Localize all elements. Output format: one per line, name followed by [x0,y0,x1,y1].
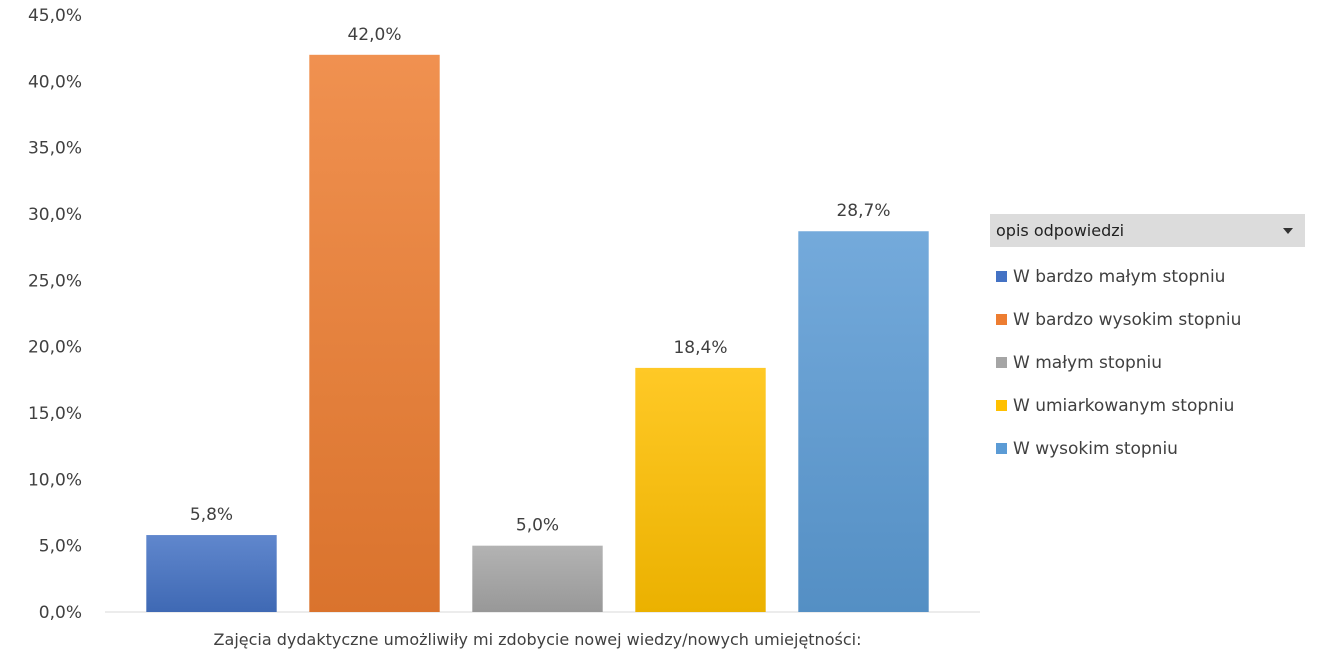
legend-item: W bardzo małym stopniu [990,255,1305,298]
legend-label: W bardzo małym stopniu [1013,266,1226,287]
y-tick-label: 20,0% [28,338,82,358]
legend-filter-button[interactable]: opis odpowiedzi [990,214,1305,247]
legend-swatch [996,271,1007,282]
y-tick-label: 5,0% [39,537,82,557]
legend-label: W małym stopniu [1013,352,1163,373]
y-tick-label: 25,0% [28,271,82,291]
legend-item: W bardzo wysokim stopniu [990,298,1305,341]
legend-swatch [996,314,1007,325]
bar[interactable] [309,54,440,613]
y-tick-label: 30,0% [28,205,82,225]
data-label: 42,0% [347,25,401,45]
legend-item: W małym stopniu [990,341,1305,384]
legend-label: W wysokim stopniu [1013,438,1178,459]
bar[interactable] [798,231,929,612]
legend-swatch [996,357,1007,368]
y-tick-label: 40,0% [28,72,82,92]
y-tick-label: 45,0% [28,6,82,26]
bar[interactable] [472,545,603,612]
x-axis-label: Zajęcia dydaktyczne umożliwiły mi zdobyc… [214,630,862,649]
legend-label: W bardzo wysokim stopniu [1013,309,1242,330]
legend: opis odpowiedzi W bardzo małym stopniu W… [990,214,1305,470]
y-tick-label: 15,0% [28,404,82,424]
legend-title: opis odpowiedzi [996,221,1125,240]
legend-items: W bardzo małym stopniu W bardzo wysokim … [990,255,1305,470]
legend-item: W wysokim stopniu [990,427,1305,470]
data-label: 5,0% [516,516,559,536]
data-label: 18,4% [673,338,727,358]
legend-swatch [996,400,1007,411]
legend-item: W umiarkowanym stopniu [990,384,1305,427]
y-tick-label: 10,0% [28,470,82,490]
data-label: 28,7% [836,201,890,221]
legend-swatch [996,443,1007,454]
bar[interactable] [635,367,766,612]
data-label: 5,8% [190,505,233,525]
bar[interactable] [146,535,277,612]
chevron-down-icon[interactable] [1283,227,1293,234]
legend-label: W umiarkowanym stopniu [1013,395,1235,416]
y-tick-label: 35,0% [28,139,82,159]
y-tick-label: 0,0% [39,603,82,623]
